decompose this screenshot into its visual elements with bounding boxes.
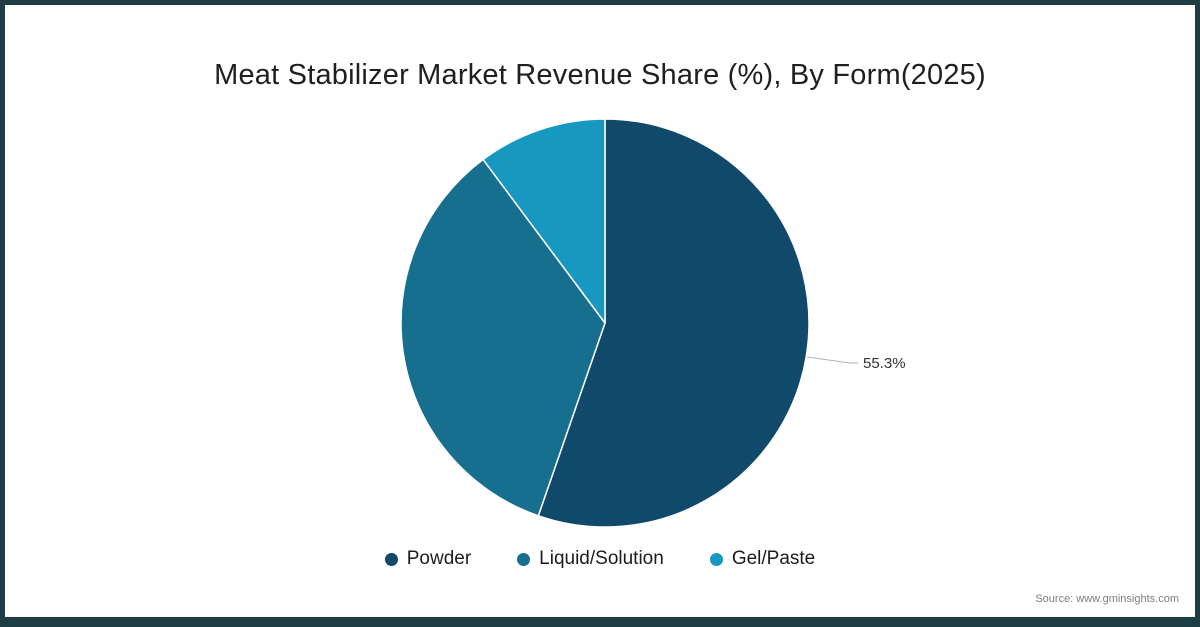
legend-item-liquid-solution: Liquid/Solution xyxy=(517,548,664,570)
pie-slice-powder xyxy=(537,118,810,528)
legend-swatch-gel-paste xyxy=(709,552,723,566)
legend-swatch-liquid-solution xyxy=(517,552,531,566)
source-attribution: Source: www.gminsights.com xyxy=(1035,593,1179,605)
legend-label-powder: Powder xyxy=(406,548,472,569)
legend: Powder Liquid/Solution Gel/Paste xyxy=(5,548,1195,570)
pie-slice-gel-paste xyxy=(482,118,606,324)
chart-title: Meat Stabilizer Market Revenue Share (%)… xyxy=(214,59,986,91)
pie-slices xyxy=(400,118,810,528)
pie-slice-liquid-solution xyxy=(400,158,606,517)
legend-label-liquid-solution: Liquid/Solution xyxy=(539,548,664,569)
pie-chart: 55.3% xyxy=(400,118,906,528)
legend-label-gel-paste: Gel/Paste xyxy=(731,548,816,569)
callout-leader-line xyxy=(806,356,858,364)
legend-item-gel-paste: Gel/Paste xyxy=(709,548,816,570)
callout-label: 55.3% xyxy=(863,355,906,372)
legend-swatch-powder xyxy=(384,552,398,566)
legend-item-powder: Powder xyxy=(384,548,472,570)
